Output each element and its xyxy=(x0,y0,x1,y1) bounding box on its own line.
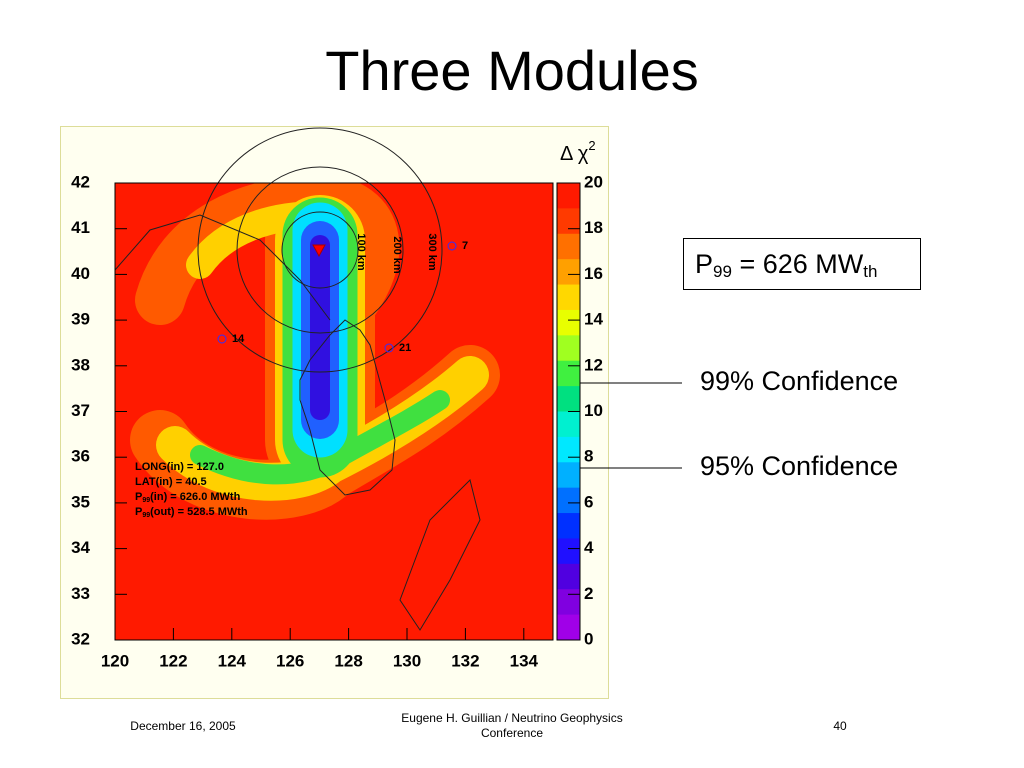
colorbar-tick-label: 16 xyxy=(584,264,603,283)
colorbar-band xyxy=(557,335,580,362)
y-tick-label: 32 xyxy=(71,629,90,648)
y-tick-label: 42 xyxy=(71,172,90,191)
site-marker xyxy=(447,241,457,251)
colorbar-band xyxy=(557,589,580,616)
y-tick-label: 33 xyxy=(71,584,90,603)
colorbar xyxy=(556,182,581,641)
circle-label: 100 km xyxy=(355,233,367,271)
colorbar-band xyxy=(557,183,580,209)
colorbar-tick-label: 14 xyxy=(584,310,603,329)
confidence-label: 95% Confidence xyxy=(700,451,898,481)
colorbar-tick-label: 4 xyxy=(584,538,594,557)
colorbar-band xyxy=(557,386,580,412)
y-tick-label: 37 xyxy=(71,401,90,420)
info-text: LONG(in) = 127.0 xyxy=(135,461,224,473)
y-tick-label: 35 xyxy=(71,492,90,511)
confidence-label: 99% Confidence xyxy=(700,366,898,396)
heatmap xyxy=(115,183,553,640)
info-text: (in) = 626.0 MWth xyxy=(150,491,240,503)
colorbar-band xyxy=(557,259,580,286)
info-text: (out) = 528.5 MWth xyxy=(150,506,248,518)
colorbar-band xyxy=(557,462,580,489)
info-sub: 99 xyxy=(142,512,150,519)
colorbar-band xyxy=(557,411,580,438)
info-text: P xyxy=(135,491,142,503)
colorbar-tick-label: 10 xyxy=(584,401,603,420)
info-line: LAT(in) = 40.5 xyxy=(135,476,207,488)
footer-date: December 16, 2005 xyxy=(130,719,236,733)
site-marker xyxy=(384,343,394,353)
colorbar-tick-label: 2 xyxy=(584,584,593,603)
result-text: P99 = 626 MWth xyxy=(695,249,877,281)
site-label: 21 xyxy=(399,342,411,354)
y-tick-label: 34 xyxy=(71,538,90,557)
x-tick-label: 128 xyxy=(334,651,362,670)
y-tick-label: 38 xyxy=(71,355,90,374)
distance-circles xyxy=(197,127,443,373)
y-tick-label: 40 xyxy=(71,264,90,283)
info-sub: 99 xyxy=(142,497,150,504)
site-label: 14 xyxy=(232,333,245,345)
x-tick-label: 132 xyxy=(451,651,479,670)
site-marker xyxy=(312,244,326,258)
circle-label: 200 km xyxy=(391,236,403,274)
x-tick-label: 124 xyxy=(218,651,247,670)
y-tick-label: 39 xyxy=(71,310,90,329)
info-text: LAT(in) = 40.5 xyxy=(135,476,207,488)
colorbar-band xyxy=(557,233,580,260)
colorbar-tick-label: 8 xyxy=(584,447,593,466)
info-text: P xyxy=(135,506,142,518)
circle-label: 300 km xyxy=(426,233,438,271)
footer-author: Conference xyxy=(481,726,543,740)
colorbar-band xyxy=(557,614,580,641)
colorbar-band xyxy=(557,563,580,590)
x-tick-label: 126 xyxy=(276,651,304,670)
x-tick-label: 130 xyxy=(393,651,421,670)
colorbar-band xyxy=(557,309,580,336)
colorbar-tick-label: 6 xyxy=(584,492,593,511)
x-tick-label: 134 xyxy=(510,651,539,670)
result-box xyxy=(683,238,921,290)
colorbar-band xyxy=(557,436,580,463)
colorbar-tick-label: 12 xyxy=(584,355,603,374)
colorbar-band xyxy=(557,208,580,235)
colorbar-tick-label: 0 xyxy=(584,629,593,648)
colorbar-tick-label: 18 xyxy=(584,218,603,237)
colorbar-band xyxy=(557,538,580,565)
info-line: LONG(in) = 127.0 xyxy=(135,461,224,473)
colorbar-band xyxy=(557,360,580,387)
info-line: P99(out) = 528.5 MWth xyxy=(135,506,248,519)
info-line: P99(in) = 626.0 MWth xyxy=(135,491,241,504)
colorbar-title: Δ χ2 xyxy=(560,138,596,165)
y-tick-label: 41 xyxy=(71,218,90,237)
x-tick-label: 122 xyxy=(159,651,187,670)
colorbar-band xyxy=(557,487,580,514)
colorbar-band xyxy=(557,284,580,311)
site-marker xyxy=(217,334,227,344)
x-tick-label: 120 xyxy=(101,651,129,670)
colorbar-tick-label: 20 xyxy=(584,172,603,191)
site-label: 7 xyxy=(462,240,468,252)
y-tick-label: 36 xyxy=(71,447,90,466)
colorbar-band xyxy=(557,513,580,539)
slide-title: Three Modules xyxy=(325,39,699,102)
footer-author: Eugene H. Guillian / Neutrino Geophysics xyxy=(401,711,622,725)
footer-page: 40 xyxy=(833,719,847,733)
